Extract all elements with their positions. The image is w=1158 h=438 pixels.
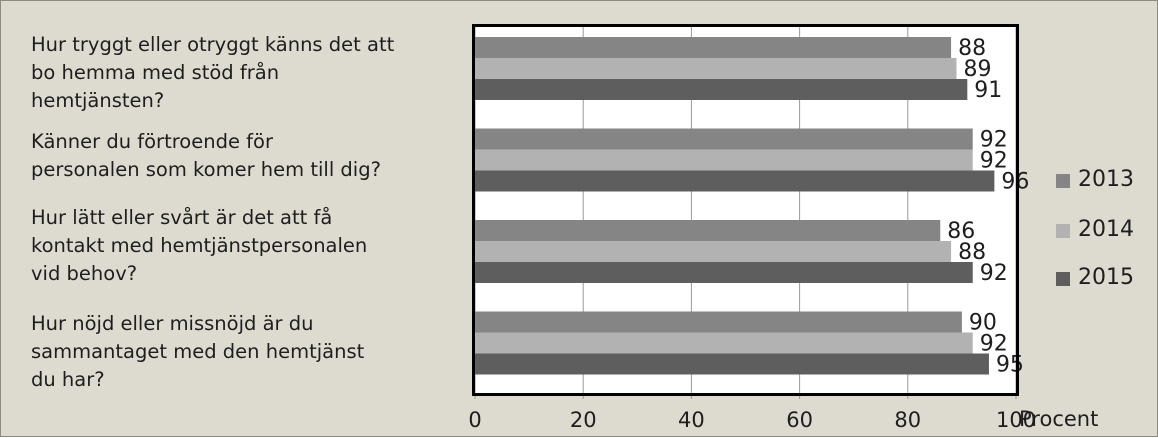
data-label: 90 — [969, 311, 997, 336]
legend-swatch — [1056, 224, 1070, 238]
bar-2013 — [475, 311, 962, 333]
data-label: 88 — [958, 36, 986, 61]
category-label-line: Hur nöjd eller missnöjd är du — [31, 312, 314, 335]
x-tick-label: 20 — [570, 408, 597, 432]
data-label: 92 — [980, 332, 1008, 357]
category-label-line: hemtjänsten? — [31, 89, 165, 112]
data-label: 86 — [947, 219, 975, 244]
data-label: 89 — [963, 57, 991, 82]
category-label: Hur nöjd eller missnöjd är du sammantaget… — [31, 310, 461, 394]
bar-2014 — [475, 241, 952, 262]
x-tick-label: 40 — [678, 408, 705, 432]
legend-label: 2013 — [1078, 167, 1134, 192]
bar-2015 — [475, 170, 995, 192]
category-label: Hur lätt eller svårt är det att få kontak… — [31, 204, 461, 288]
category-label-line: Hur tryggt eller otryggt känns det att — [31, 33, 395, 56]
data-label: 91 — [974, 78, 1002, 103]
x-tick-label: 80 — [894, 408, 921, 432]
category-label: Känner du förtroende för personalen som k… — [31, 128, 461, 184]
bar-2014 — [475, 58, 957, 79]
bar-2014 — [475, 149, 973, 171]
data-label: 92 — [980, 261, 1008, 286]
category-label-line: bo hemma med stöd från — [31, 61, 280, 84]
data-label: 95 — [996, 353, 1024, 378]
category-label: Hur tryggt eller otryggt känns det att bo… — [31, 31, 461, 115]
category-label-line: du har? — [31, 368, 105, 391]
category-label-line: Känner du förtroende för — [31, 130, 273, 153]
category-label-line: personalen som komer hem till dig? — [31, 158, 381, 181]
legend-swatch — [1056, 174, 1070, 188]
bar-2015 — [475, 353, 989, 375]
legend-label: 2015 — [1078, 265, 1134, 290]
bar-2015 — [475, 262, 973, 283]
plot-border — [472, 24, 1019, 396]
category-label-line: vid behov? — [31, 262, 138, 285]
data-label: 88 — [958, 240, 986, 265]
data-label: 96 — [1001, 170, 1029, 195]
data-label: 92 — [980, 128, 1008, 153]
bar-2013 — [475, 220, 941, 241]
x-tick-label: 60 — [786, 408, 813, 432]
bar-2014 — [475, 332, 973, 354]
bar-2013 — [475, 128, 973, 150]
x-tick-label: 0 — [468, 408, 481, 432]
x-tick-label: 100 — [996, 408, 1036, 432]
bar-2015 — [475, 79, 968, 100]
legend-label: 2014 — [1078, 217, 1134, 242]
category-label-line: Hur lätt eller svårt är det att få — [31, 206, 333, 229]
category-label-line: sammantaget med den hemtjänst — [31, 340, 365, 363]
data-label: 92 — [980, 149, 1008, 174]
legend-swatch — [1056, 272, 1070, 286]
category-label-line: kontakt med hemtjänstpersonalen — [31, 234, 368, 257]
bar-2013 — [475, 37, 952, 58]
x-axis-label: Procent — [1019, 407, 1099, 431]
